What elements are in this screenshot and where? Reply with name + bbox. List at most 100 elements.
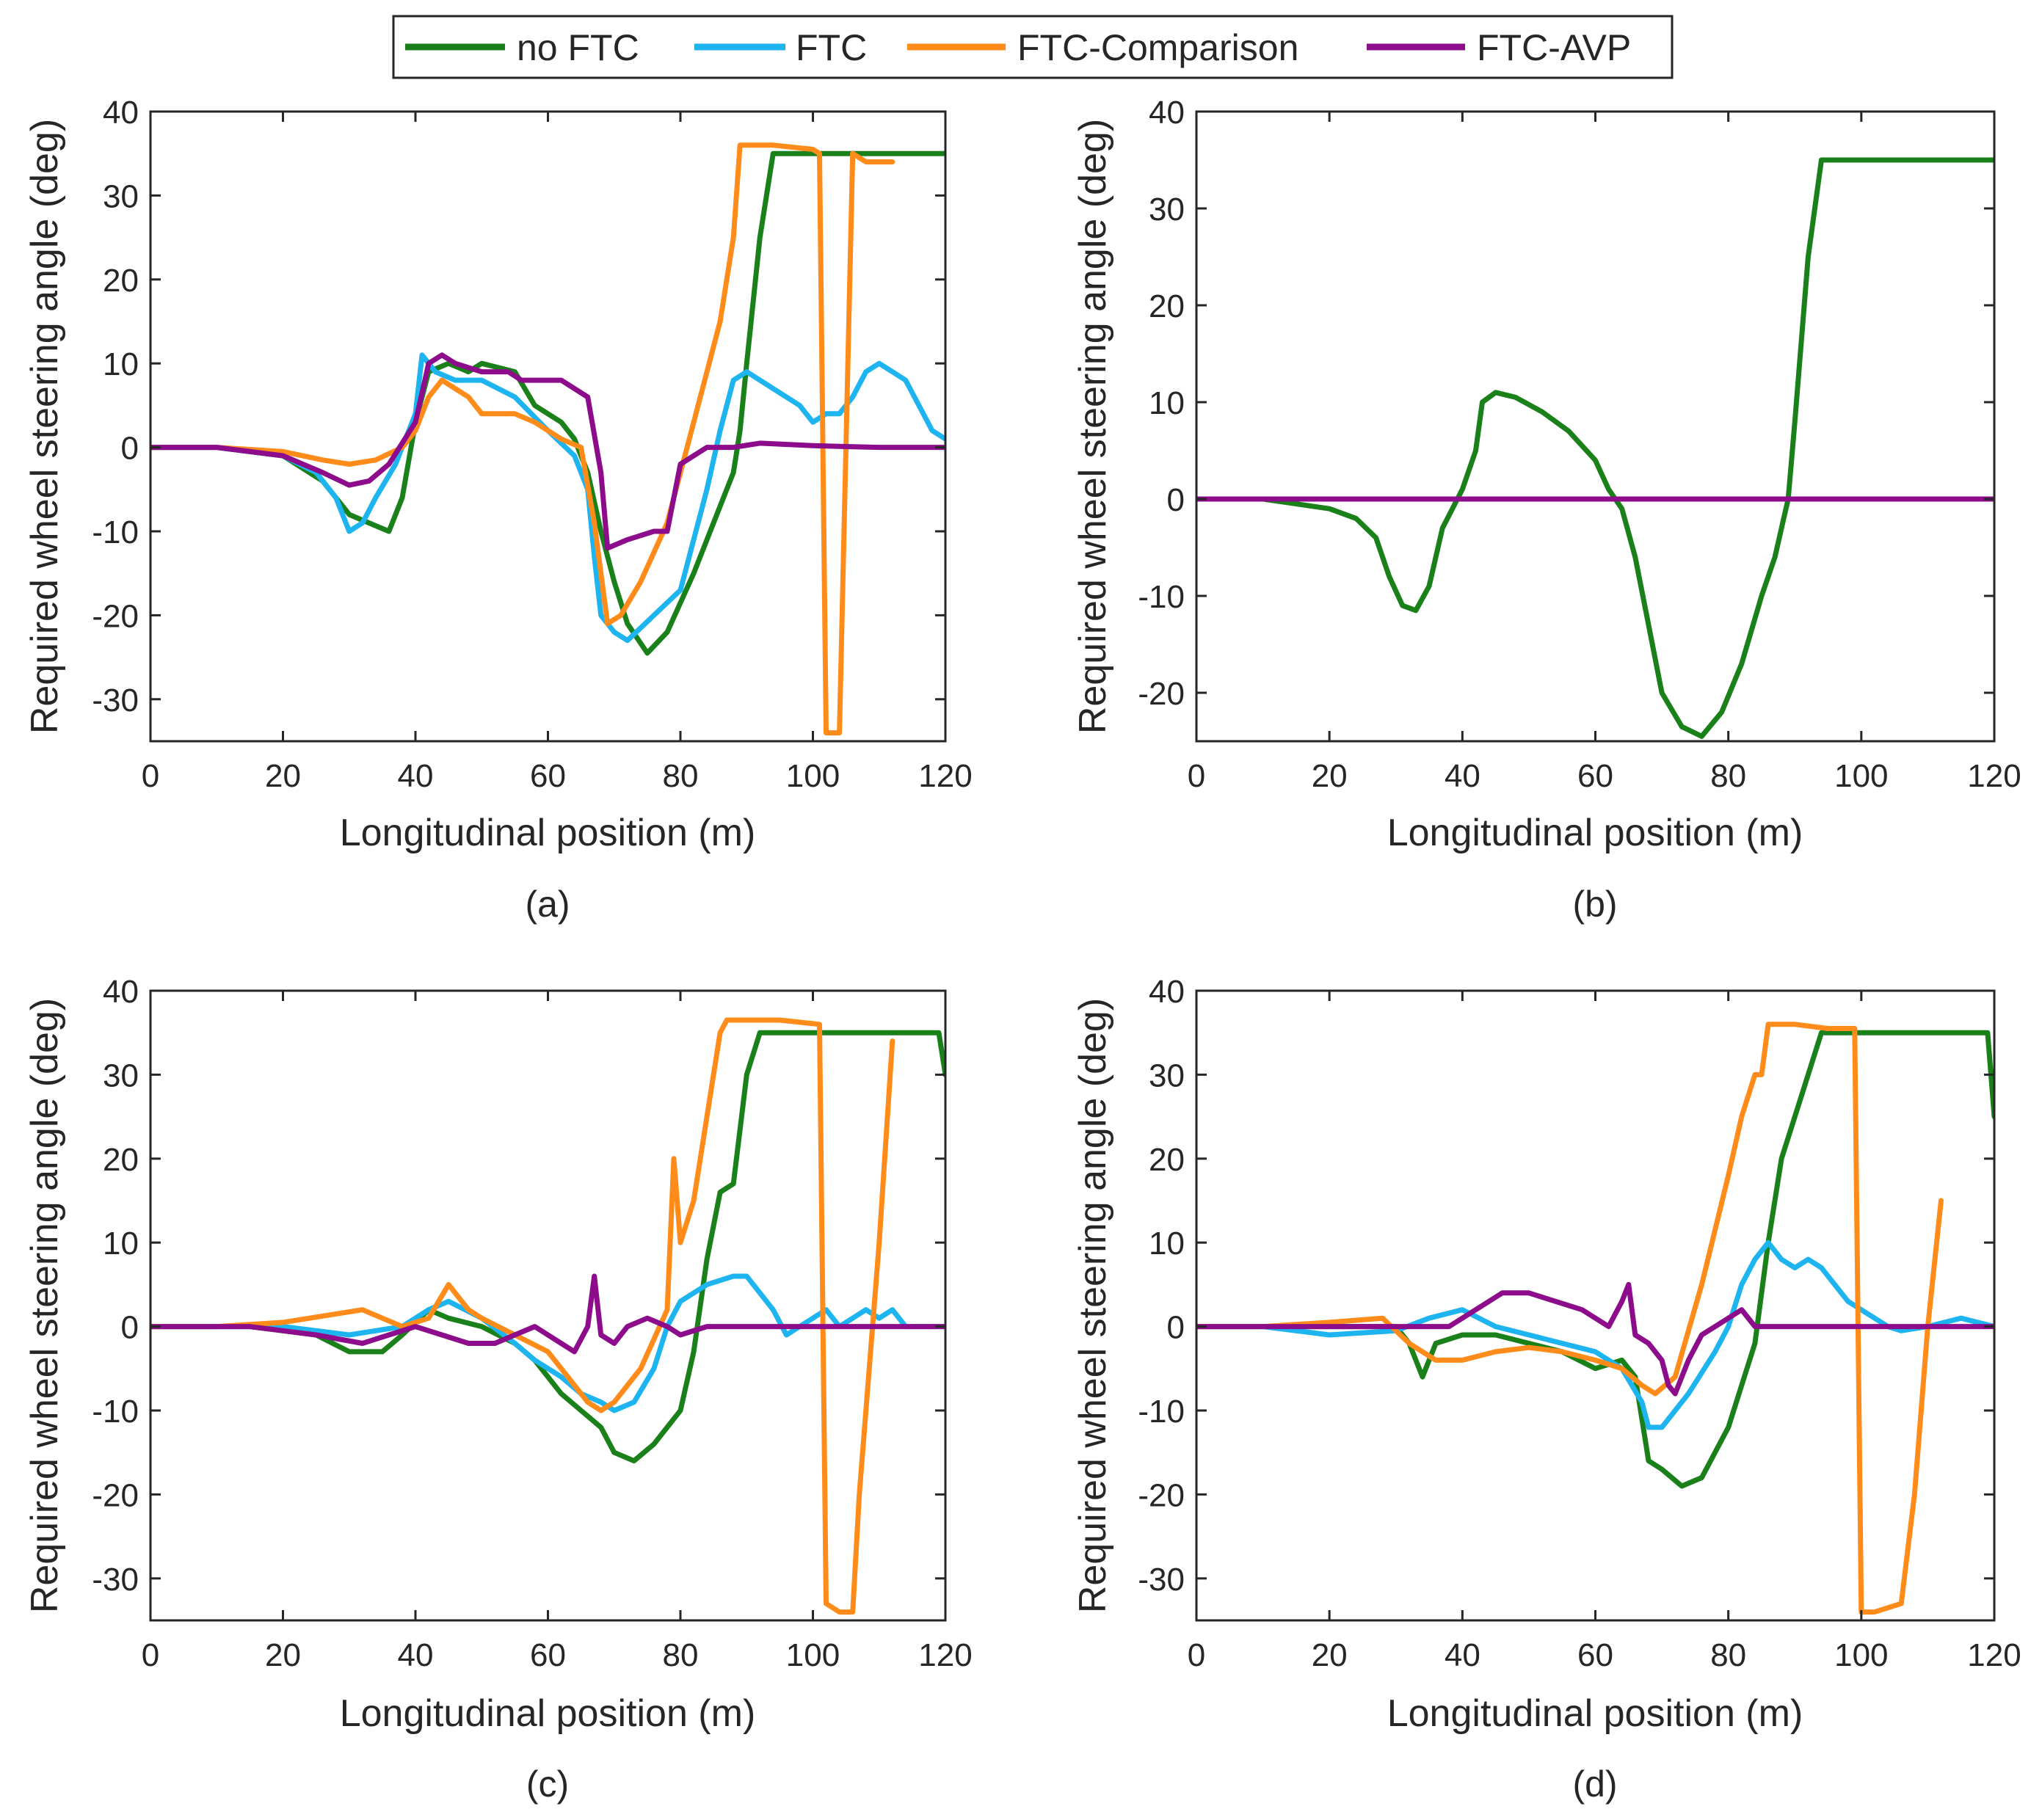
y-tick-label-a: 40 [103,95,139,131]
y-tick-label-c: 30 [103,1058,139,1093]
x-tick-label-d: 0 [1188,1637,1205,1673]
x-tick-label-a: 120 [918,758,972,794]
y-tick-label-c: -30 [92,1562,139,1598]
x-tick-label-b: 20 [1312,758,1348,794]
series-layer-a [150,142,945,736]
series-line-ftc-comparison-a [150,142,895,736]
x-tick-label-b: 120 [1967,758,2021,794]
legend-label-ftc: FTC [796,27,867,68]
plot-area-a [150,112,945,741]
plot-background-d [1196,991,1994,1620]
y-tick-label-d: 30 [1149,1058,1185,1093]
tick-layer-a: 0 20 40 60 80 100 120 -30 -20 -10 0 10 20 30 40 [92,95,972,794]
x-tick-label-d: 40 [1445,1637,1480,1673]
panel-label-c: (c) [526,1763,569,1805]
x-tick-label-d: 20 [1312,1637,1348,1673]
x-tick-label-d: 120 [1967,1637,2021,1673]
x-tick-label-c: 120 [918,1637,972,1673]
y-tick-label-b: 0 [1167,482,1185,518]
x-tick-label-c: 40 [398,1637,434,1673]
series-line-no-ftc-c [150,1030,945,1464]
series-line-ftc-avp-c [150,1273,945,1355]
panel-c: 0 20 40 60 80 100 120 -30 -20 -10 0 10 20 30 40 Longit… [23,974,973,1805]
y-tick-label-d: 0 [1167,1310,1185,1346]
y-tick-label-d: -10 [1138,1394,1185,1430]
y-tick-label-d: -30 [1138,1562,1185,1598]
series-layer-b [1196,157,1994,739]
y-axis-label-c: Required wheel steering angle (deg) [23,998,66,1613]
x-tick-label-b: 0 [1188,758,1205,794]
legend: no FTC FTC FTC-Comparison FTC-AVP [392,15,1674,79]
y-axis-label-b: Required wheel steering angle (deg) [1072,119,1114,734]
x-axis-label-c: Longitudinal position (m) [340,1692,756,1735]
panel-label-d: (d) [1572,1763,1617,1805]
plot-area-b [1196,112,1994,741]
x-tick-label-b: 40 [1445,758,1480,794]
y-tick-label-c: -20 [92,1477,139,1513]
y-tick-label-d: 40 [1149,974,1185,1010]
plot-background-c [150,991,945,1620]
panel-d: 0 20 40 60 80 100 120 -30 -20 -10 0 10 20 30 40 Longit… [1072,974,2021,1805]
x-tick-label-c: 20 [265,1637,301,1673]
x-tick-label-a: 20 [265,758,301,794]
plot-area-c [150,991,945,1620]
legend-label-ftc-avp: FTC-AVP [1477,27,1631,68]
y-tick-label-b: 10 [1149,385,1185,421]
x-axis-label-b: Longitudinal position (m) [1387,812,1803,854]
x-tick-label-d: 100 [1834,1637,1888,1673]
x-tick-label-a: 80 [663,758,699,794]
x-tick-label-d: 80 [1710,1637,1746,1673]
y-tick-label-b: -10 [1138,579,1185,615]
y-tick-label-d: 10 [1149,1226,1185,1262]
x-axis-label-a: Longitudinal position (m) [340,812,756,854]
x-tick-label-a: 0 [142,758,159,794]
x-tick-label-b: 100 [1834,758,1888,794]
series-line-ftc-a [150,352,945,644]
y-tick-label-b: 20 [1149,288,1185,324]
plot-area-d [1196,991,1994,1620]
series-line-ftc-avp-d [1196,1281,1994,1397]
x-axis-label-d: Longitudinal position (m) [1387,1692,1803,1735]
tick-layer-b: 0 20 40 60 80 100 120 -20 -10 0 10 20 30 40 [1138,95,2021,794]
y-tick-label-a: 10 [103,346,139,382]
legend-label-no-ftc: no FTC [517,27,639,68]
legend-label-ftc-comparison: FTC-Comparison [1017,27,1298,68]
y-tick-label-a: -10 [92,514,139,550]
y-tick-label-c: 10 [103,1226,139,1262]
x-tick-label-d: 60 [1577,1637,1613,1673]
plot-background-a [150,112,945,741]
panel-b: 0 20 40 60 80 100 120 -20 -10 0 10 20 30 40 Longitudi… [1072,95,2021,925]
panel-a: 0 20 40 60 80 100 120 -30 -20 -10 0 10 20 30 40 Longit… [23,95,973,925]
y-tick-label-a: 30 [103,178,139,214]
y-tick-label-b: -20 [1138,676,1185,712]
series-line-no-ftc-d [1196,1030,1994,1489]
y-tick-label-c: 0 [121,1310,139,1346]
y-tick-label-c: -10 [92,1394,139,1430]
y-tick-label-a: 0 [121,431,139,467]
series-line-no-ftc-a [150,150,945,656]
series-layer-c [150,1017,945,1615]
tick-layer-c: 0 20 40 60 80 100 120 -30 -20 -10 0 10 20 30 40 [92,974,972,1673]
y-tick-label-d: -20 [1138,1477,1185,1513]
y-tick-label-b: 30 [1149,192,1185,228]
y-axis-label-d: Required wheel steering angle (deg) [1072,998,1114,1613]
y-tick-label-a: 20 [103,263,139,299]
y-tick-label-a: -20 [92,598,139,634]
series-layer-d [1196,1022,1994,1615]
y-tick-label-a: -30 [92,682,139,718]
x-tick-label-a: 100 [786,758,840,794]
x-tick-label-b: 60 [1577,758,1613,794]
y-axis-label-a: Required wheel steering angle (deg) [23,119,66,734]
y-tick-label-c: 40 [103,974,139,1010]
y-tick-label-b: 40 [1149,95,1185,131]
plot-background-b [1196,112,1994,741]
series-line-ftc-comparison-c [150,1017,895,1615]
x-tick-label-a: 40 [398,758,434,794]
x-tick-label-c: 0 [142,1637,159,1673]
series-line-ftc-comparison-d [1196,1022,1944,1615]
panel-label-b: (b) [1572,884,1617,925]
x-tick-label-b: 80 [1710,758,1746,794]
y-tick-label-d: 20 [1149,1142,1185,1178]
x-tick-label-c: 100 [786,1637,840,1673]
